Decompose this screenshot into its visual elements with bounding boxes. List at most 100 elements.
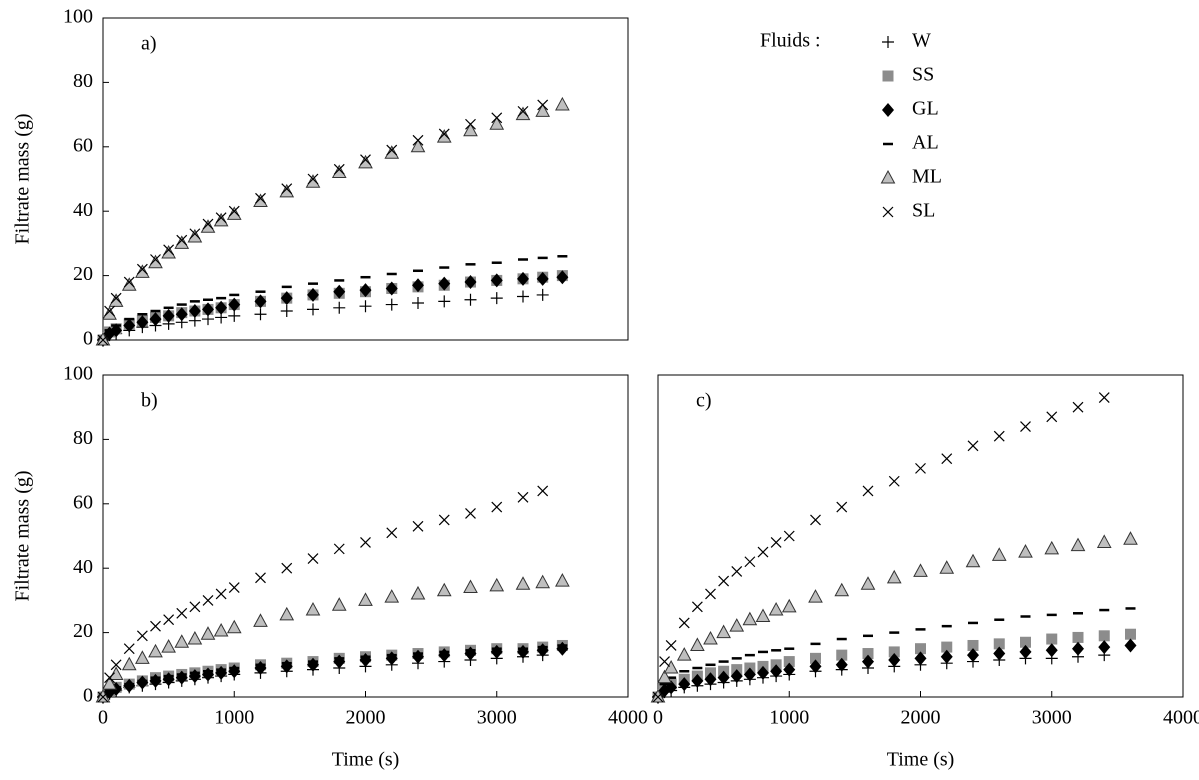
y-axis-label: Filtrate mass (g) [12, 470, 34, 601]
x-marker [255, 192, 266, 204]
triangle-marker [657, 669, 672, 684]
x-marker [517, 491, 529, 503]
triangle-marker [781, 598, 797, 613]
x-marker [1098, 392, 1110, 403]
triangle-marker [358, 154, 373, 169]
triangle-marker [555, 96, 570, 111]
diamond-marker [1098, 640, 1111, 655]
panel-label: a) [141, 33, 157, 55]
x-marker [836, 501, 848, 513]
diamond-marker [280, 291, 293, 306]
y-tick-label: 40 [73, 556, 93, 578]
x-marker [255, 572, 266, 584]
triangle-marker [676, 647, 692, 661]
x-marker [150, 254, 161, 265]
legend-label: ML [912, 166, 942, 188]
square-marker [967, 639, 979, 651]
diamond-marker [556, 270, 569, 285]
triangle-marker [121, 277, 137, 291]
triangle-marker [279, 606, 295, 621]
triangle-marker [755, 608, 771, 622]
diamond-marker [914, 651, 927, 666]
panel-label: c) [696, 390, 712, 412]
x-marker [993, 430, 1005, 442]
x-marker [537, 99, 549, 111]
x-marker [104, 672, 115, 684]
x-marker [136, 630, 148, 642]
diamond-marker [136, 315, 149, 330]
triangle-marker [200, 219, 216, 233]
diamond-marker [149, 312, 162, 327]
square-marker [836, 649, 848, 661]
y-tick-label: 80 [73, 427, 93, 449]
triangle-marker [213, 212, 229, 227]
x-marker [517, 105, 529, 117]
diamond-marker [717, 670, 730, 685]
x-marker [176, 607, 188, 619]
triangle-marker [650, 688, 666, 703]
triangle-marker [135, 650, 150, 664]
legend-marker [882, 103, 894, 117]
triangle-marker [384, 145, 400, 159]
square-marker [941, 641, 953, 653]
triangle-marker [939, 560, 955, 574]
x-marker [163, 244, 175, 256]
diamond-marker [888, 652, 901, 667]
plot-frame [102, 17, 629, 341]
square-marker [993, 638, 1005, 650]
x-marker [360, 154, 371, 166]
square-marker [1072, 631, 1084, 643]
legend-label: SL [912, 200, 935, 222]
diamond-marker [743, 667, 756, 682]
plus-marker [333, 301, 346, 314]
x-tick-label: 3000 [477, 707, 517, 729]
diamond-marker [757, 665, 769, 680]
diamond-marker [162, 308, 175, 323]
legend-marker [882, 206, 894, 218]
legend-label: W [912, 30, 931, 52]
x-marker [705, 588, 716, 600]
triangle-marker [808, 589, 823, 603]
triangle-marker [663, 659, 679, 674]
x-marker [386, 144, 398, 156]
x-marker [810, 514, 821, 526]
triangle-marker [1096, 534, 1112, 548]
plus-marker [412, 296, 424, 309]
legend-label: SS [912, 64, 934, 86]
square-marker [915, 643, 926, 655]
triangle-marker [108, 666, 124, 680]
y-tick-label: 0 [83, 328, 93, 350]
diamond-marker [1072, 641, 1084, 656]
x-marker [678, 617, 690, 629]
diamond-marker [967, 648, 979, 663]
x-marker [1046, 411, 1058, 423]
triangle-marker [200, 626, 216, 640]
diamond-marker [993, 646, 1006, 661]
x-marker [941, 453, 953, 465]
triangle-marker [135, 264, 150, 278]
square-marker [810, 652, 821, 664]
x-marker [491, 112, 503, 124]
triangle-marker [305, 602, 321, 616]
x-marker [465, 508, 476, 519]
triangle-marker [1123, 531, 1138, 545]
x-marker [104, 305, 115, 317]
x-marker [307, 553, 319, 564]
triangle-marker [436, 582, 452, 597]
x-marker [360, 537, 371, 548]
x-tick-label: 4000 [1163, 707, 1199, 729]
y-tick-label: 100 [63, 6, 93, 28]
x-marker [110, 659, 122, 671]
triangle-marker [860, 576, 876, 590]
y-tick-label: 20 [73, 263, 93, 285]
diamond-marker [835, 657, 848, 672]
triangle-marker [410, 585, 426, 600]
x-tick-label: 1000 [769, 707, 809, 729]
triangle-marker [358, 592, 373, 606]
triangle-marker [768, 602, 784, 616]
x-marker [333, 163, 345, 175]
triangle-marker [174, 634, 190, 648]
x-marker [691, 601, 703, 613]
